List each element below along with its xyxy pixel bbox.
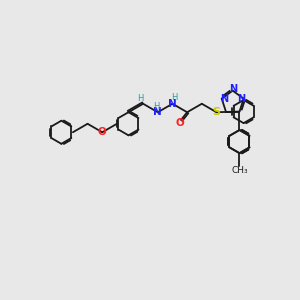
Text: H: H	[137, 94, 143, 103]
Text: N: N	[168, 99, 177, 109]
Text: O: O	[98, 127, 106, 137]
Text: N: N	[153, 107, 162, 117]
Text: O: O	[175, 118, 184, 128]
Text: S: S	[212, 107, 220, 117]
Text: N: N	[229, 84, 237, 94]
Text: N: N	[220, 94, 228, 104]
Text: N: N	[237, 94, 245, 104]
Text: H: H	[153, 102, 159, 111]
Text: CH₃: CH₃	[231, 167, 248, 176]
Text: H: H	[171, 93, 177, 102]
